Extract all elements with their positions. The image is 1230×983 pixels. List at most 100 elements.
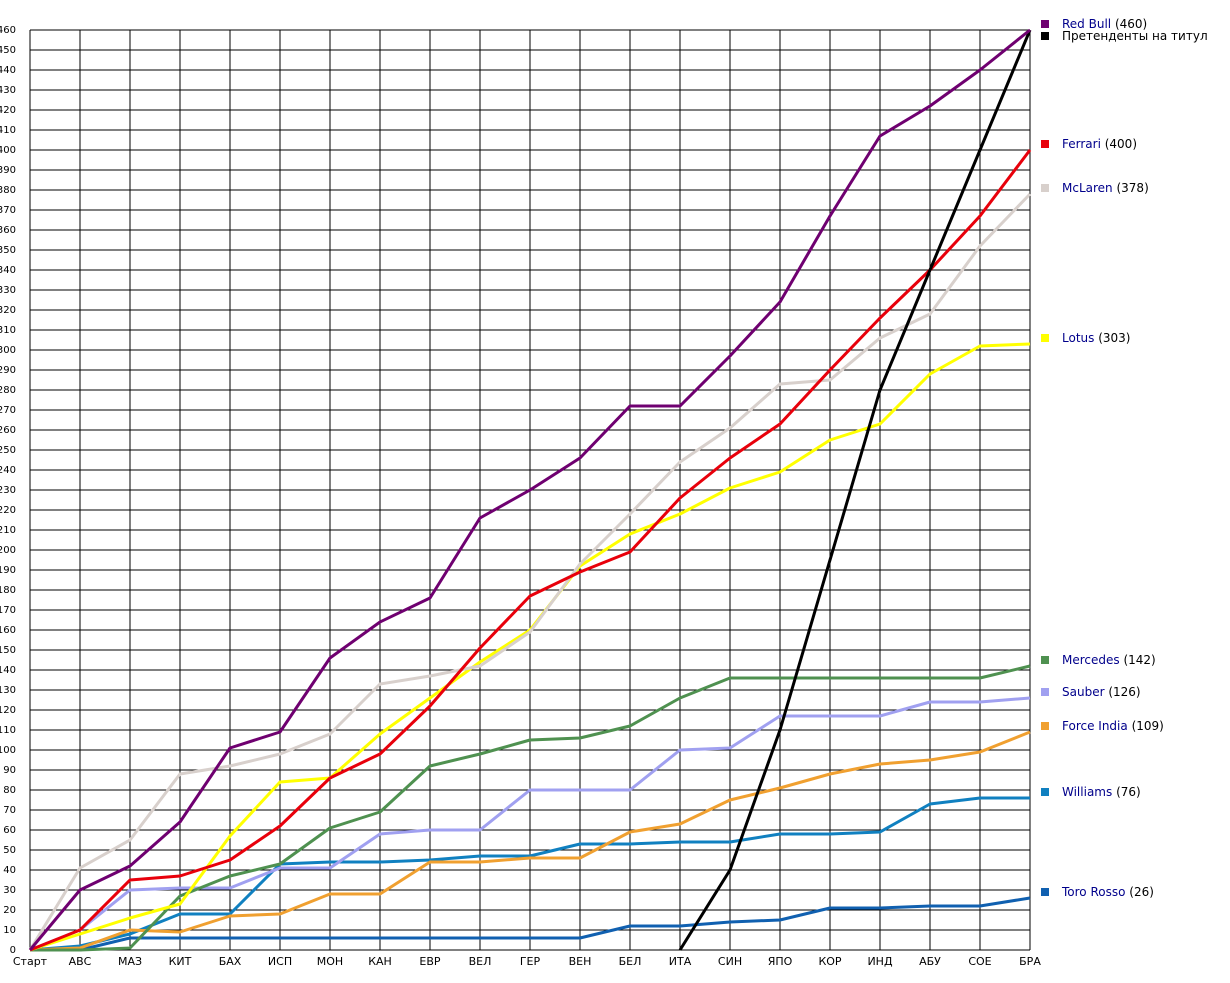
y-tick-label: 380 (0, 185, 16, 196)
legend-total: (26) (1129, 885, 1154, 899)
series-line (29, 796, 1030, 952)
y-tick-label: 300 (0, 345, 16, 356)
legend-total: (126) (1108, 685, 1140, 699)
legend-label: Mercedes (142) (1062, 653, 1156, 667)
y-tick-label: 290 (0, 365, 16, 376)
x-tick-label: БАХ (219, 955, 242, 968)
legend-marker (1041, 20, 1049, 28)
x-tick-label: БРА (1019, 955, 1041, 968)
legend-name: Williams (1062, 785, 1112, 799)
y-tick-label: 440 (0, 65, 16, 76)
x-tick-label: Старт (13, 955, 48, 968)
y-tick-label: 180 (0, 585, 16, 596)
x-tick-label: БЕЛ (619, 955, 642, 968)
y-tick-label: 230 (0, 485, 16, 496)
x-tick-label: ВЕЛ (469, 955, 492, 968)
legend-total: (460) (1115, 17, 1147, 31)
legend-name: Mercedes (1062, 653, 1120, 667)
x-tick-label: КОР (818, 955, 841, 968)
legend-marker (1041, 140, 1049, 148)
series-line (29, 149, 1032, 952)
y-tick-label: 190 (0, 565, 16, 576)
legend-name: Lotus (1062, 331, 1094, 345)
y-tick-label: 240 (0, 465, 16, 476)
legend-marker (1041, 888, 1049, 896)
legend-name: Force India (1062, 719, 1128, 733)
y-tick-label: 410 (0, 125, 16, 136)
legend-total: (303) (1098, 331, 1130, 345)
y-tick-label: 340 (0, 265, 16, 276)
y-tick-label: 150 (0, 645, 16, 656)
y-tick-label: 120 (0, 705, 16, 716)
x-tick-label: ВЕН (569, 955, 592, 968)
x-tick-label: КАН (368, 955, 392, 968)
y-tick-label: 260 (0, 425, 16, 436)
y-tick-label: 390 (0, 165, 16, 176)
legend-label: McLaren (378) (1062, 181, 1149, 195)
y-tick-label: 270 (0, 405, 16, 416)
y-tick-label: 110 (0, 725, 16, 736)
x-tick-label: ЕВР (419, 955, 440, 968)
y-tick-label: 450 (0, 45, 16, 56)
legend-marker (1041, 184, 1049, 192)
legend-total: (76) (1116, 785, 1141, 799)
legend-label: Red Bull (460) (1062, 17, 1147, 31)
legend-name: Ferrari (1062, 137, 1101, 151)
y-tick-label: 100 (0, 745, 16, 756)
x-tick-label: ИТА (669, 955, 692, 968)
y-tick-label: 160 (0, 625, 16, 636)
legend-label: Force India (109) (1062, 719, 1164, 733)
y-tick-label: 250 (0, 445, 16, 456)
legend-name: Toro Rosso (1061, 885, 1125, 899)
y-tick-label: 430 (0, 85, 16, 96)
x-tick-label: ИНД (867, 955, 893, 968)
series-line (29, 730, 1031, 952)
y-tick-label: 30 (3, 885, 16, 896)
y-tick-label: 90 (3, 765, 16, 776)
series-line (28, 28, 1031, 951)
x-tick-label: СОЕ (968, 955, 991, 968)
y-tick-label: 40 (3, 865, 16, 876)
legend-marker (1041, 688, 1049, 696)
legend-label: Toro Rosso (26) (1061, 885, 1154, 899)
y-tick-label: 130 (0, 685, 16, 696)
x-tick-label: АВС (69, 955, 92, 968)
x-tick-label: КИТ (169, 955, 192, 968)
y-tick-label: 330 (0, 285, 16, 296)
x-tick-label: ИСП (268, 955, 292, 968)
legend-marker (1041, 32, 1049, 40)
x-tick-label: МАЗ (118, 955, 142, 968)
y-tick-label: 170 (0, 605, 16, 616)
legend-name: McLaren (1062, 181, 1113, 195)
y-tick-label: 70 (3, 805, 16, 816)
y-tick-label: 400 (0, 145, 16, 156)
legend-label: Lotus (303) (1062, 331, 1131, 345)
legend-label: Ferrari (400) (1062, 137, 1137, 151)
y-tick-label: 10 (3, 925, 16, 936)
legend-label: Претенденты на титул (1062, 29, 1208, 43)
legend-name: Претенденты на титул (1062, 29, 1208, 43)
y-tick-label: 370 (0, 205, 16, 216)
y-tick-label: 20 (3, 905, 16, 916)
legend-marker (1041, 788, 1049, 796)
legend-total: (400) (1105, 137, 1137, 151)
x-tick-label: СИН (718, 955, 742, 968)
legend-label: Williams (76) (1062, 785, 1141, 799)
y-tick-label: 320 (0, 305, 16, 316)
legend-total: (109) (1132, 719, 1164, 733)
x-tick-label: ГЕР (520, 955, 541, 968)
legend-marker (1041, 656, 1049, 664)
y-tick-label: 350 (0, 245, 16, 256)
y-tick-label: 420 (0, 105, 16, 116)
y-tick-label: 140 (0, 665, 16, 676)
y-tick-label: 50 (3, 845, 16, 856)
y-tick-label: 460 (0, 25, 16, 36)
x-tick-label: МОН (317, 955, 343, 968)
y-tick-label: 360 (0, 225, 16, 236)
y-tick-label: 280 (0, 385, 16, 396)
y-tick-label: 80 (3, 785, 16, 796)
x-tick-label: ЯПО (768, 955, 793, 968)
y-tick-label: 210 (0, 525, 16, 536)
y-tick-label: 220 (0, 505, 16, 516)
